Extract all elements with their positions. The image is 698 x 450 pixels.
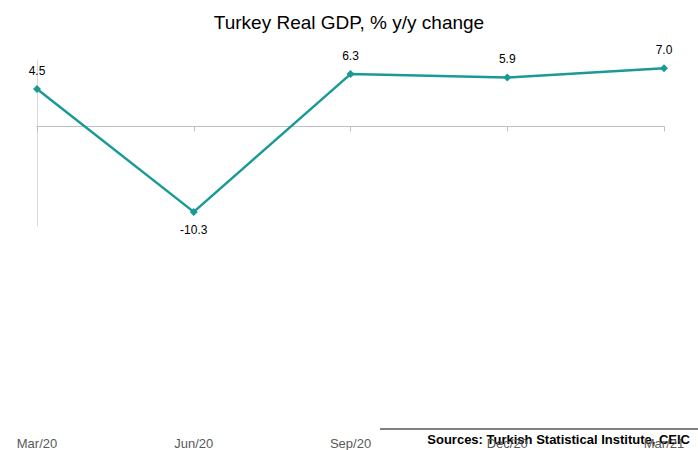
svg-text:6.3: 6.3: [342, 49, 359, 63]
svg-text:Sources: Turkish Statistical I: Sources: Turkish Statistical Institute, …: [427, 432, 690, 447]
svg-text:7.0: 7.0: [656, 43, 673, 57]
svg-text:-10.3: -10.3: [180, 223, 208, 237]
svg-text:Mar/21: Mar/21: [644, 436, 684, 450]
svg-text:Mar/20: Mar/20: [17, 436, 57, 450]
svg-text:Jun/20: Jun/20: [174, 436, 213, 450]
svg-text:Dec/20: Dec/20: [487, 436, 528, 450]
svg-text:4.5: 4.5: [29, 64, 46, 78]
svg-text:Turkey Real GDP, % y/y change: Turkey Real GDP, % y/y change: [214, 12, 484, 33]
svg-text:Sep/20: Sep/20: [330, 436, 371, 450]
svg-text:5.9: 5.9: [499, 52, 516, 66]
